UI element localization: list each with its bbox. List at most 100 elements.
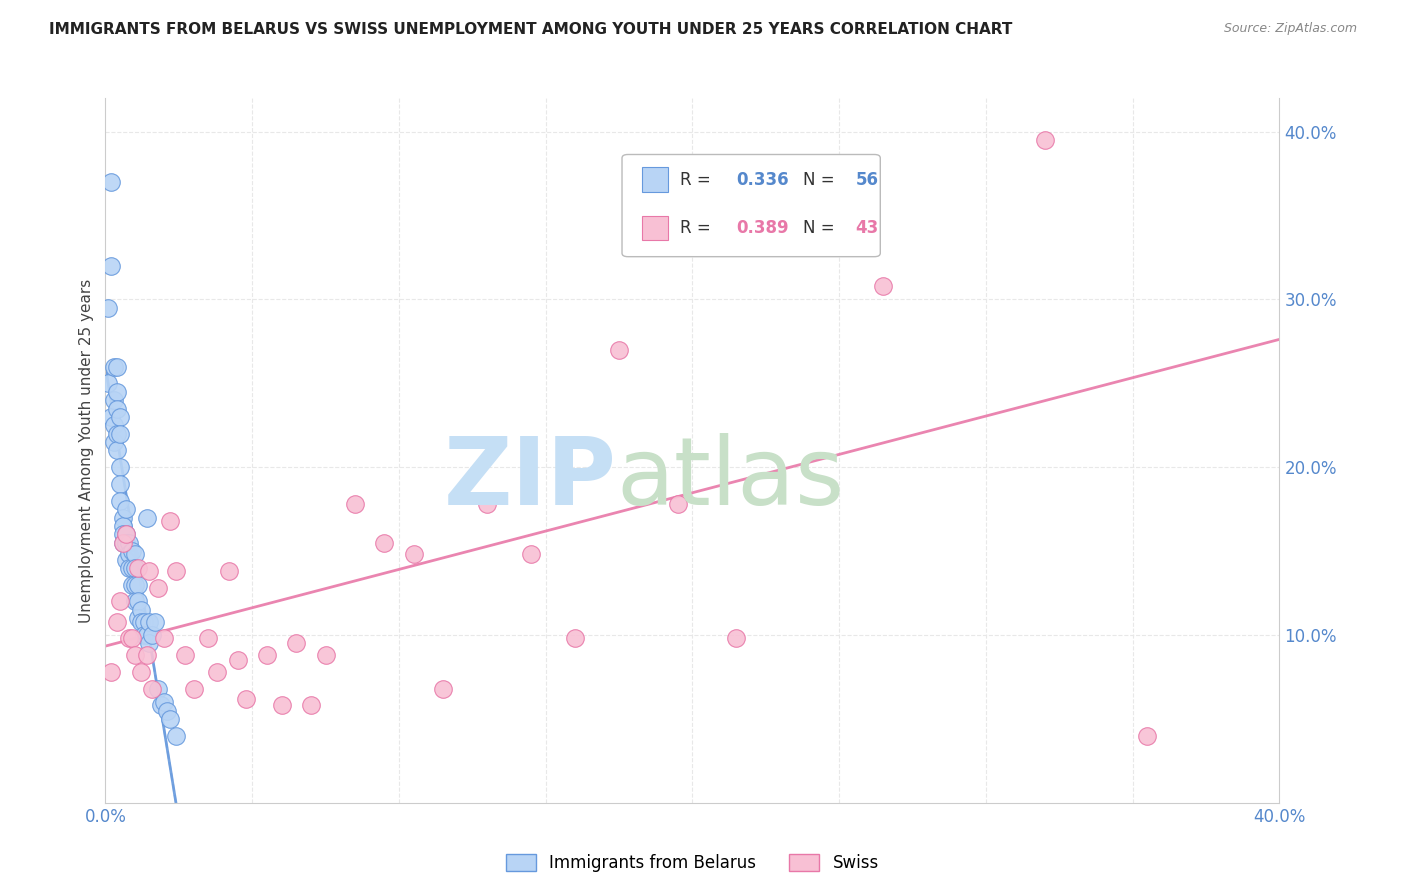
- Point: [402, 548, 425, 562]
- Point: [607, 343, 630, 357]
- Point: [108, 594, 131, 608]
- Point: [108, 426, 131, 441]
- Point: [205, 665, 228, 679]
- Point: [108, 493, 131, 508]
- Point: [105, 426, 128, 441]
- Point: [121, 577, 143, 591]
- Point: [127, 594, 149, 608]
- Point: [159, 712, 181, 726]
- Point: [124, 594, 146, 608]
- Point: [127, 577, 149, 591]
- Point: [127, 561, 149, 575]
- Point: [872, 279, 894, 293]
- Point: [150, 698, 173, 713]
- Point: [112, 535, 135, 549]
- Point: [118, 561, 141, 575]
- Point: [105, 384, 128, 399]
- Bar: [643, 216, 668, 241]
- Point: [343, 497, 366, 511]
- Point: [108, 409, 131, 424]
- Point: [112, 535, 135, 549]
- Point: [138, 615, 160, 629]
- Point: [432, 681, 454, 696]
- Point: [121, 544, 143, 558]
- Point: [124, 577, 146, 591]
- Point: [299, 698, 322, 713]
- Point: [121, 632, 143, 646]
- Legend: Immigrants from Belarus, Swiss: Immigrants from Belarus, Swiss: [506, 854, 879, 872]
- Text: 0.336: 0.336: [735, 171, 789, 189]
- Point: [315, 648, 337, 662]
- Point: [270, 698, 292, 713]
- Point: [121, 561, 143, 575]
- Point: [141, 681, 163, 696]
- Point: [124, 561, 146, 575]
- Text: 43: 43: [856, 219, 879, 237]
- Point: [666, 497, 689, 511]
- Point: [725, 632, 748, 646]
- Point: [285, 636, 308, 650]
- Point: [108, 477, 131, 491]
- Point: [129, 665, 152, 679]
- Point: [132, 615, 155, 629]
- Point: [103, 418, 125, 433]
- Text: Source: ZipAtlas.com: Source: ZipAtlas.com: [1223, 22, 1357, 36]
- Point: [118, 535, 141, 549]
- Point: [173, 648, 195, 662]
- Point: [124, 648, 146, 662]
- Point: [159, 514, 181, 528]
- Text: 56: 56: [856, 171, 879, 189]
- Point: [141, 628, 163, 642]
- Point: [1136, 729, 1159, 743]
- Point: [118, 632, 141, 646]
- Point: [118, 548, 141, 562]
- Point: [97, 376, 120, 391]
- Point: [103, 359, 125, 374]
- Point: [165, 564, 187, 578]
- Point: [115, 527, 138, 541]
- Point: [799, 205, 821, 219]
- Point: [124, 548, 146, 562]
- Point: [235, 691, 257, 706]
- Point: [100, 665, 122, 679]
- Text: N =: N =: [803, 171, 839, 189]
- Text: 0.389: 0.389: [735, 219, 789, 237]
- Point: [127, 611, 149, 625]
- Bar: [643, 167, 668, 192]
- Point: [165, 729, 187, 743]
- Point: [103, 435, 125, 450]
- Point: [153, 632, 176, 646]
- Point: [105, 359, 128, 374]
- Text: N =: N =: [803, 219, 839, 237]
- Point: [105, 443, 128, 458]
- Point: [156, 704, 179, 718]
- Point: [138, 636, 160, 650]
- Point: [132, 628, 155, 642]
- Point: [112, 510, 135, 524]
- FancyBboxPatch shape: [621, 154, 880, 257]
- Point: [105, 615, 128, 629]
- Point: [115, 535, 138, 549]
- Point: [100, 259, 122, 273]
- Point: [183, 681, 205, 696]
- Point: [256, 648, 278, 662]
- Point: [129, 603, 152, 617]
- Point: [475, 497, 498, 511]
- Point: [138, 564, 160, 578]
- Point: [148, 581, 170, 595]
- Point: [226, 653, 249, 667]
- Point: [100, 409, 122, 424]
- Point: [153, 695, 176, 709]
- Point: [143, 615, 166, 629]
- Point: [105, 401, 128, 416]
- Text: IMMIGRANTS FROM BELARUS VS SWISS UNEMPLOYMENT AMONG YOUTH UNDER 25 YEARS CORRELA: IMMIGRANTS FROM BELARUS VS SWISS UNEMPLO…: [49, 22, 1012, 37]
- Point: [1033, 133, 1056, 147]
- Text: atlas: atlas: [616, 433, 845, 524]
- Point: [218, 564, 240, 578]
- Text: R =: R =: [679, 171, 716, 189]
- Text: R =: R =: [679, 219, 716, 237]
- Point: [115, 502, 138, 516]
- Point: [100, 175, 122, 189]
- Point: [112, 527, 135, 541]
- Point: [564, 632, 586, 646]
